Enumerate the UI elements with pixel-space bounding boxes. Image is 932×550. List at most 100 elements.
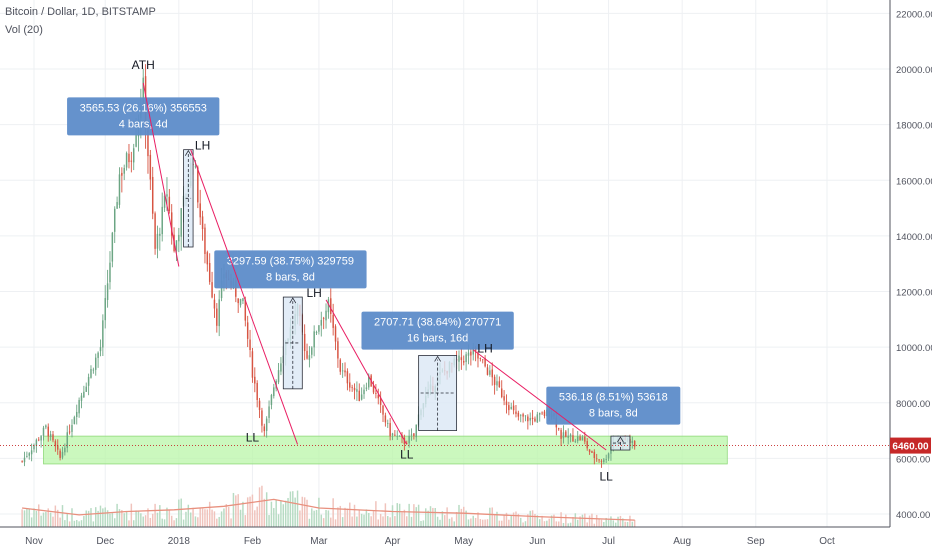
- price-tick-label: 20000.00: [896, 65, 932, 76]
- volume-bar: [560, 512, 561, 527]
- candle-body: [468, 353, 469, 356]
- candle-body: [584, 437, 585, 442]
- candle-body: [109, 263, 110, 282]
- candle-body: [387, 423, 388, 424]
- volume-bar: [268, 515, 269, 527]
- volume-bar: [142, 517, 143, 527]
- candle-body: [318, 325, 319, 331]
- candle-body: [76, 412, 77, 417]
- volume-bar: [634, 520, 635, 527]
- volume-indicator-label[interactable]: Vol (20): [5, 24, 43, 36]
- candle-body: [64, 448, 65, 452]
- volume-bar: [292, 491, 293, 527]
- volume-bar: [601, 520, 602, 527]
- volume-bar: [211, 510, 212, 527]
- volume-bar: [36, 511, 37, 527]
- volume-bar: [385, 503, 386, 527]
- volume-bar: [613, 520, 614, 527]
- volume-bar: [617, 517, 618, 527]
- volume-bar: [64, 520, 65, 527]
- candle-body: [31, 450, 32, 454]
- candle-body: [579, 437, 580, 441]
- candle-body: [52, 434, 53, 440]
- candle-body: [321, 320, 322, 326]
- volume-bar: [67, 514, 68, 527]
- volume-bar: [449, 519, 450, 527]
- measure-label-bars: 4 bars, 4d: [119, 118, 168, 130]
- volume-bar: [93, 521, 94, 527]
- volume-bar: [473, 516, 474, 527]
- candle-body: [169, 197, 170, 211]
- volume-bar: [366, 509, 367, 527]
- time-tick-label: Jun: [529, 536, 545, 547]
- candle-body: [240, 299, 241, 305]
- volume-bar: [411, 517, 412, 527]
- volume-bar: [85, 510, 86, 527]
- volume-bar: [491, 507, 492, 527]
- candle-body: [461, 357, 462, 360]
- candle-body: [634, 441, 635, 447]
- candle-body: [242, 298, 243, 301]
- trendline: [191, 150, 298, 445]
- candle-body: [218, 299, 219, 326]
- volume-bar: [532, 510, 533, 527]
- candle-body: [494, 377, 495, 385]
- candle-body: [337, 341, 338, 358]
- candle-body: [518, 413, 519, 417]
- volume-bar: [515, 512, 516, 527]
- volume-bar: [378, 519, 379, 527]
- volume-bar: [233, 493, 234, 527]
- volume-bar: [104, 507, 105, 527]
- volume-bar: [508, 520, 509, 527]
- volume-bar: [330, 518, 331, 527]
- volume-bar: [598, 519, 599, 527]
- annotation-label: LH: [195, 139, 210, 153]
- volume-bar: [387, 516, 388, 527]
- volume-bar: [416, 507, 417, 527]
- volume-bar: [256, 507, 257, 527]
- volume-bar: [133, 520, 134, 527]
- volume-bar: [62, 505, 63, 527]
- candle-body: [534, 419, 535, 422]
- candle-body: [316, 332, 317, 333]
- annotation-label: LH: [306, 286, 321, 300]
- volume-bar: [297, 491, 298, 527]
- volume-bar: [553, 515, 554, 527]
- volume-bar: [316, 510, 317, 527]
- volume-bar: [477, 512, 478, 527]
- candle-body: [247, 322, 248, 338]
- time-tick-label: Apr: [385, 536, 401, 547]
- volume-bar: [128, 520, 129, 527]
- volume-bar: [226, 504, 227, 527]
- candle-body: [112, 233, 113, 262]
- candle-body: [351, 387, 352, 388]
- price-tick-label: 14000.00: [896, 232, 932, 243]
- volume-bar: [273, 508, 274, 527]
- volume-bar: [442, 511, 443, 527]
- candle-body: [214, 300, 215, 309]
- candle-body: [313, 331, 314, 347]
- candle-body: [411, 435, 412, 436]
- volume-bar: [140, 513, 141, 527]
- candle-body: [157, 234, 158, 249]
- candle-body: [71, 425, 72, 432]
- candle-body: [349, 382, 350, 387]
- candle-body: [325, 311, 326, 321]
- volume-bar: [59, 518, 60, 527]
- volume-bar: [475, 518, 476, 527]
- candle-body: [413, 433, 414, 436]
- volume-bar: [178, 500, 179, 527]
- candle-body: [510, 407, 511, 409]
- volume-bar: [629, 516, 630, 527]
- candle-body: [596, 458, 597, 459]
- candle-body: [90, 369, 91, 378]
- volume-bar: [237, 494, 238, 527]
- candle-body: [123, 168, 124, 174]
- volume-bar: [510, 516, 511, 527]
- candle-body: [199, 203, 200, 217]
- volume-bar: [458, 505, 459, 527]
- candle-body: [131, 161, 132, 162]
- candle-body: [501, 388, 502, 397]
